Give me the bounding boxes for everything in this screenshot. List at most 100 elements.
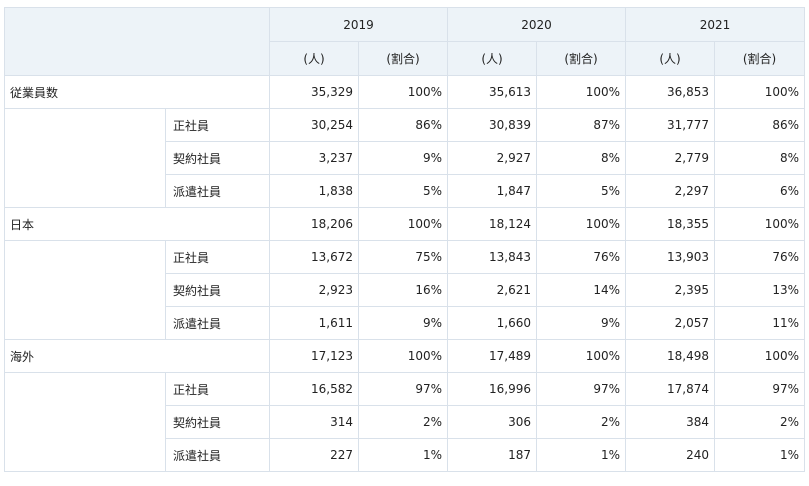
count-cell: 16,996 [447,372,538,406]
table-row: 派遣社員 227 1% 187 1% 240 1% [5,438,806,472]
count-cell: 2,395 [625,273,716,307]
table-row: 派遣社員 1,838 5% 1,847 5% 2,297 6% [5,174,806,208]
count-cell: 30,254 [269,108,359,142]
count-cell: 3,237 [269,141,359,175]
ratio-cell: 87% [536,108,627,142]
group-label: 日本 [4,207,270,241]
ratio-cell: 2% [536,405,627,439]
count-cell: 306 [447,405,538,439]
count-cell: 16,582 [269,372,359,406]
ratio-cell: 76% [536,240,627,274]
employment-type-label: 派遣社員 [165,306,270,340]
employment-type-label: 派遣社員 [165,174,270,208]
ratio-cell: 97% [357,372,449,406]
count-cell: 2,779 [625,141,716,175]
count-cell: 2,923 [269,273,359,307]
table-row: 契約社員 3,237 9% 2,927 8% 2,779 8% [5,141,806,175]
ratio-cell: 100% [357,339,449,373]
count-cell: 36,853 [625,75,716,109]
count-cell: 1,838 [269,174,359,208]
employee-table: 2019 2020 2021 (人) (割合) (人) (割合) (人) (割合… [4,7,806,472]
ratio-cell: 2% [357,405,449,439]
ratio-cell: 8% [714,141,806,175]
year-header: 2021 [625,7,806,42]
unit-header-count: (人) [625,41,716,76]
table-body: 従業員数 35,329 100% 35,613 100% 36,853 100% 正社員 30,… [4,75,806,472]
count-cell: 187 [447,438,538,472]
count-cell: 1,660 [447,306,538,340]
ratio-cell: 100% [357,207,449,241]
unit-header-count: (人) [447,41,538,76]
employment-type-label: 派遣社員 [165,438,270,472]
ratio-cell: 97% [536,372,627,406]
ratio-cell: 1% [357,438,449,472]
unit-header-ratio: (割合) [357,41,449,76]
year-header: 2019 [268,7,449,42]
ratio-cell: 9% [357,306,449,340]
count-cell: 30,839 [447,108,538,142]
ratio-cell: 100% [714,207,806,241]
group-total-row: 日本 18,206 100% 18,124 100% 18,355 100% [4,207,806,241]
count-cell: 18,498 [625,339,716,373]
ratio-cell: 5% [357,174,449,208]
table-row: 正社員 30,254 86% 30,839 87% 31,777 86% [4,108,806,208]
ratio-cell: 5% [536,174,627,208]
count-cell: 31,777 [625,108,716,142]
group-total-row: 従業員数 35,329 100% 35,613 100% 36,853 100% [4,75,806,109]
table-row: 正社員 16,582 97% 16,996 97% 17,874 97% [4,372,806,472]
table-row: 契約社員 314 2% 306 2% 384 2% [5,405,806,439]
ratio-cell: 6% [714,174,806,208]
group-label: 海外 [4,339,270,373]
ratio-cell: 86% [357,108,449,142]
count-cell: 2,057 [625,306,716,340]
count-cell: 1,611 [269,306,359,340]
ratio-cell: 2% [714,405,806,439]
ratio-cell: 100% [536,75,627,109]
count-cell: 17,874 [625,372,716,406]
count-cell: 1,847 [447,174,538,208]
count-cell: 2,297 [625,174,716,208]
employment-type-label: 正社員 [165,372,270,406]
ratio-cell: 8% [536,141,627,175]
count-cell: 18,355 [625,207,716,241]
ratio-cell: 1% [536,438,627,472]
ratio-cell: 100% [714,339,806,373]
ratio-cell: 1% [714,438,806,472]
ratio-cell: 75% [357,240,449,274]
ratio-cell: 100% [536,207,627,241]
count-cell: 35,613 [447,75,538,109]
ratio-cell: 100% [714,75,806,109]
unit-header-row: (人) (割合) (人) (割合) (人) (割合) [5,41,806,76]
count-cell: 240 [625,438,716,472]
count-cell: 35,329 [269,75,359,109]
table-row: 正社員 13,672 75% 13,843 76% 13,903 76% [4,240,806,340]
ratio-cell: 100% [357,75,449,109]
ratio-cell: 100% [536,339,627,373]
table-row: 派遣社員 1,611 9% 1,660 9% 2,057 11% [5,306,806,340]
count-cell: 2,621 [447,273,538,307]
ratio-cell: 11% [714,306,806,340]
ratio-cell: 9% [536,306,627,340]
ratio-cell: 97% [714,372,806,406]
ratio-cell: 16% [357,273,449,307]
year-header-row: 2019 2020 2021 [4,7,806,76]
year-header: 2020 [447,7,627,42]
group-indent-cell [4,372,166,472]
count-cell: 314 [269,405,359,439]
count-cell: 17,123 [269,339,359,373]
ratio-cell: 14% [536,273,627,307]
employment-type-label: 契約社員 [165,273,270,307]
header-corner [4,7,270,76]
count-cell: 18,124 [447,207,538,241]
ratio-cell: 13% [714,273,806,307]
group-indent-cell [4,240,166,340]
group-total-row: 海外 17,123 100% 17,489 100% 18,498 100% [4,339,806,373]
table-row: 契約社員 2,923 16% 2,621 14% 2,395 13% [5,273,806,307]
employment-type-label: 正社員 [165,240,270,274]
ratio-cell: 76% [714,240,806,274]
ratio-cell: 86% [714,108,806,142]
unit-header-ratio: (割合) [536,41,627,76]
count-cell: 384 [625,405,716,439]
count-cell: 17,489 [447,339,538,373]
